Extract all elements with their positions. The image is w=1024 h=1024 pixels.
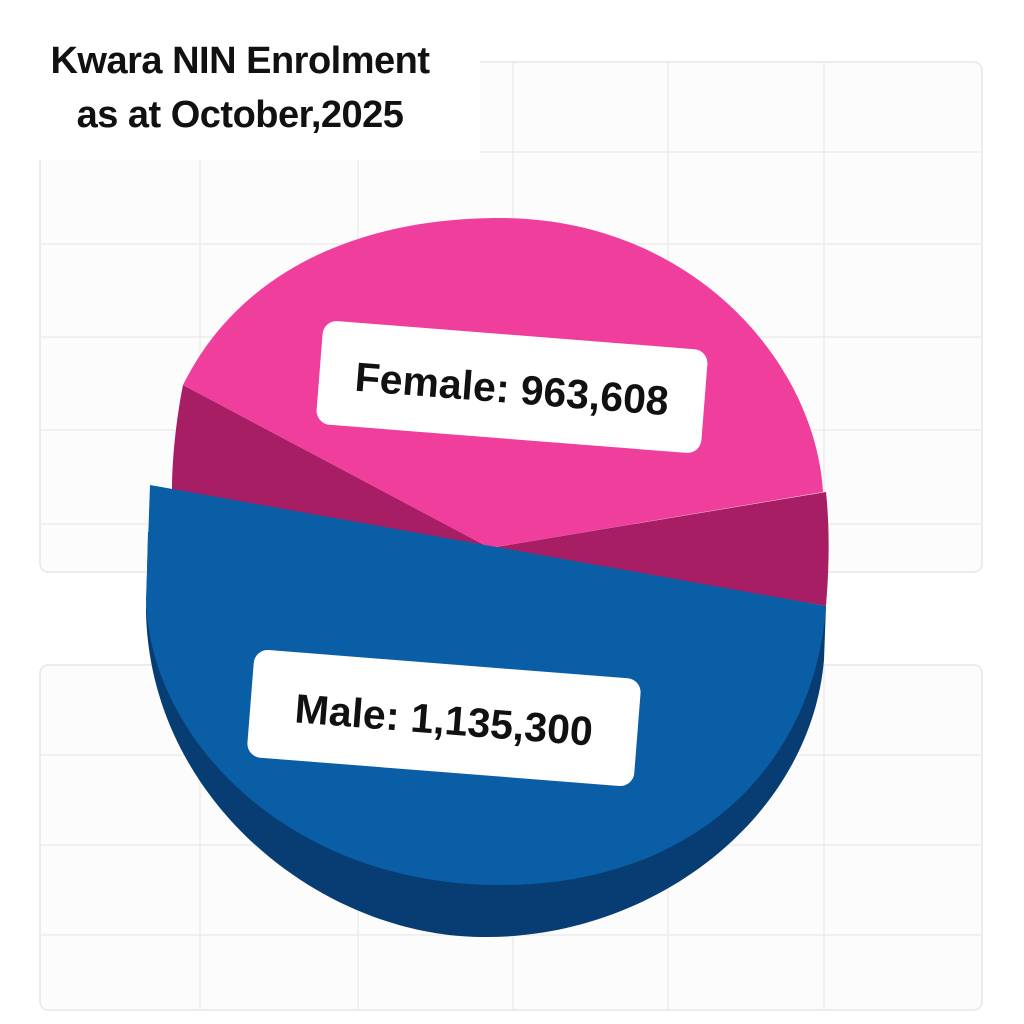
female-label-sep: : (494, 365, 523, 413)
pie-slice-female-side (172, 385, 829, 606)
title-line-2: as at October,2025 (76, 94, 404, 136)
chart-title: Kwara NIN Enrolment as at October,2025 (0, 24, 480, 160)
female-label-name: Female (353, 354, 497, 411)
title-line-1: Kwara NIN Enrolment (50, 40, 430, 82)
male-label-box (247, 650, 641, 786)
male-data-label: Male: 1,135,300 (247, 650, 641, 786)
male-label-sep: : (384, 693, 413, 741)
male-label-name: Male (293, 685, 387, 738)
svg-text:Male: 1,135,300: Male: 1,135,300 (293, 685, 594, 754)
female-data-label: Female: 963,608 (316, 321, 708, 453)
female-label-box (316, 321, 708, 453)
